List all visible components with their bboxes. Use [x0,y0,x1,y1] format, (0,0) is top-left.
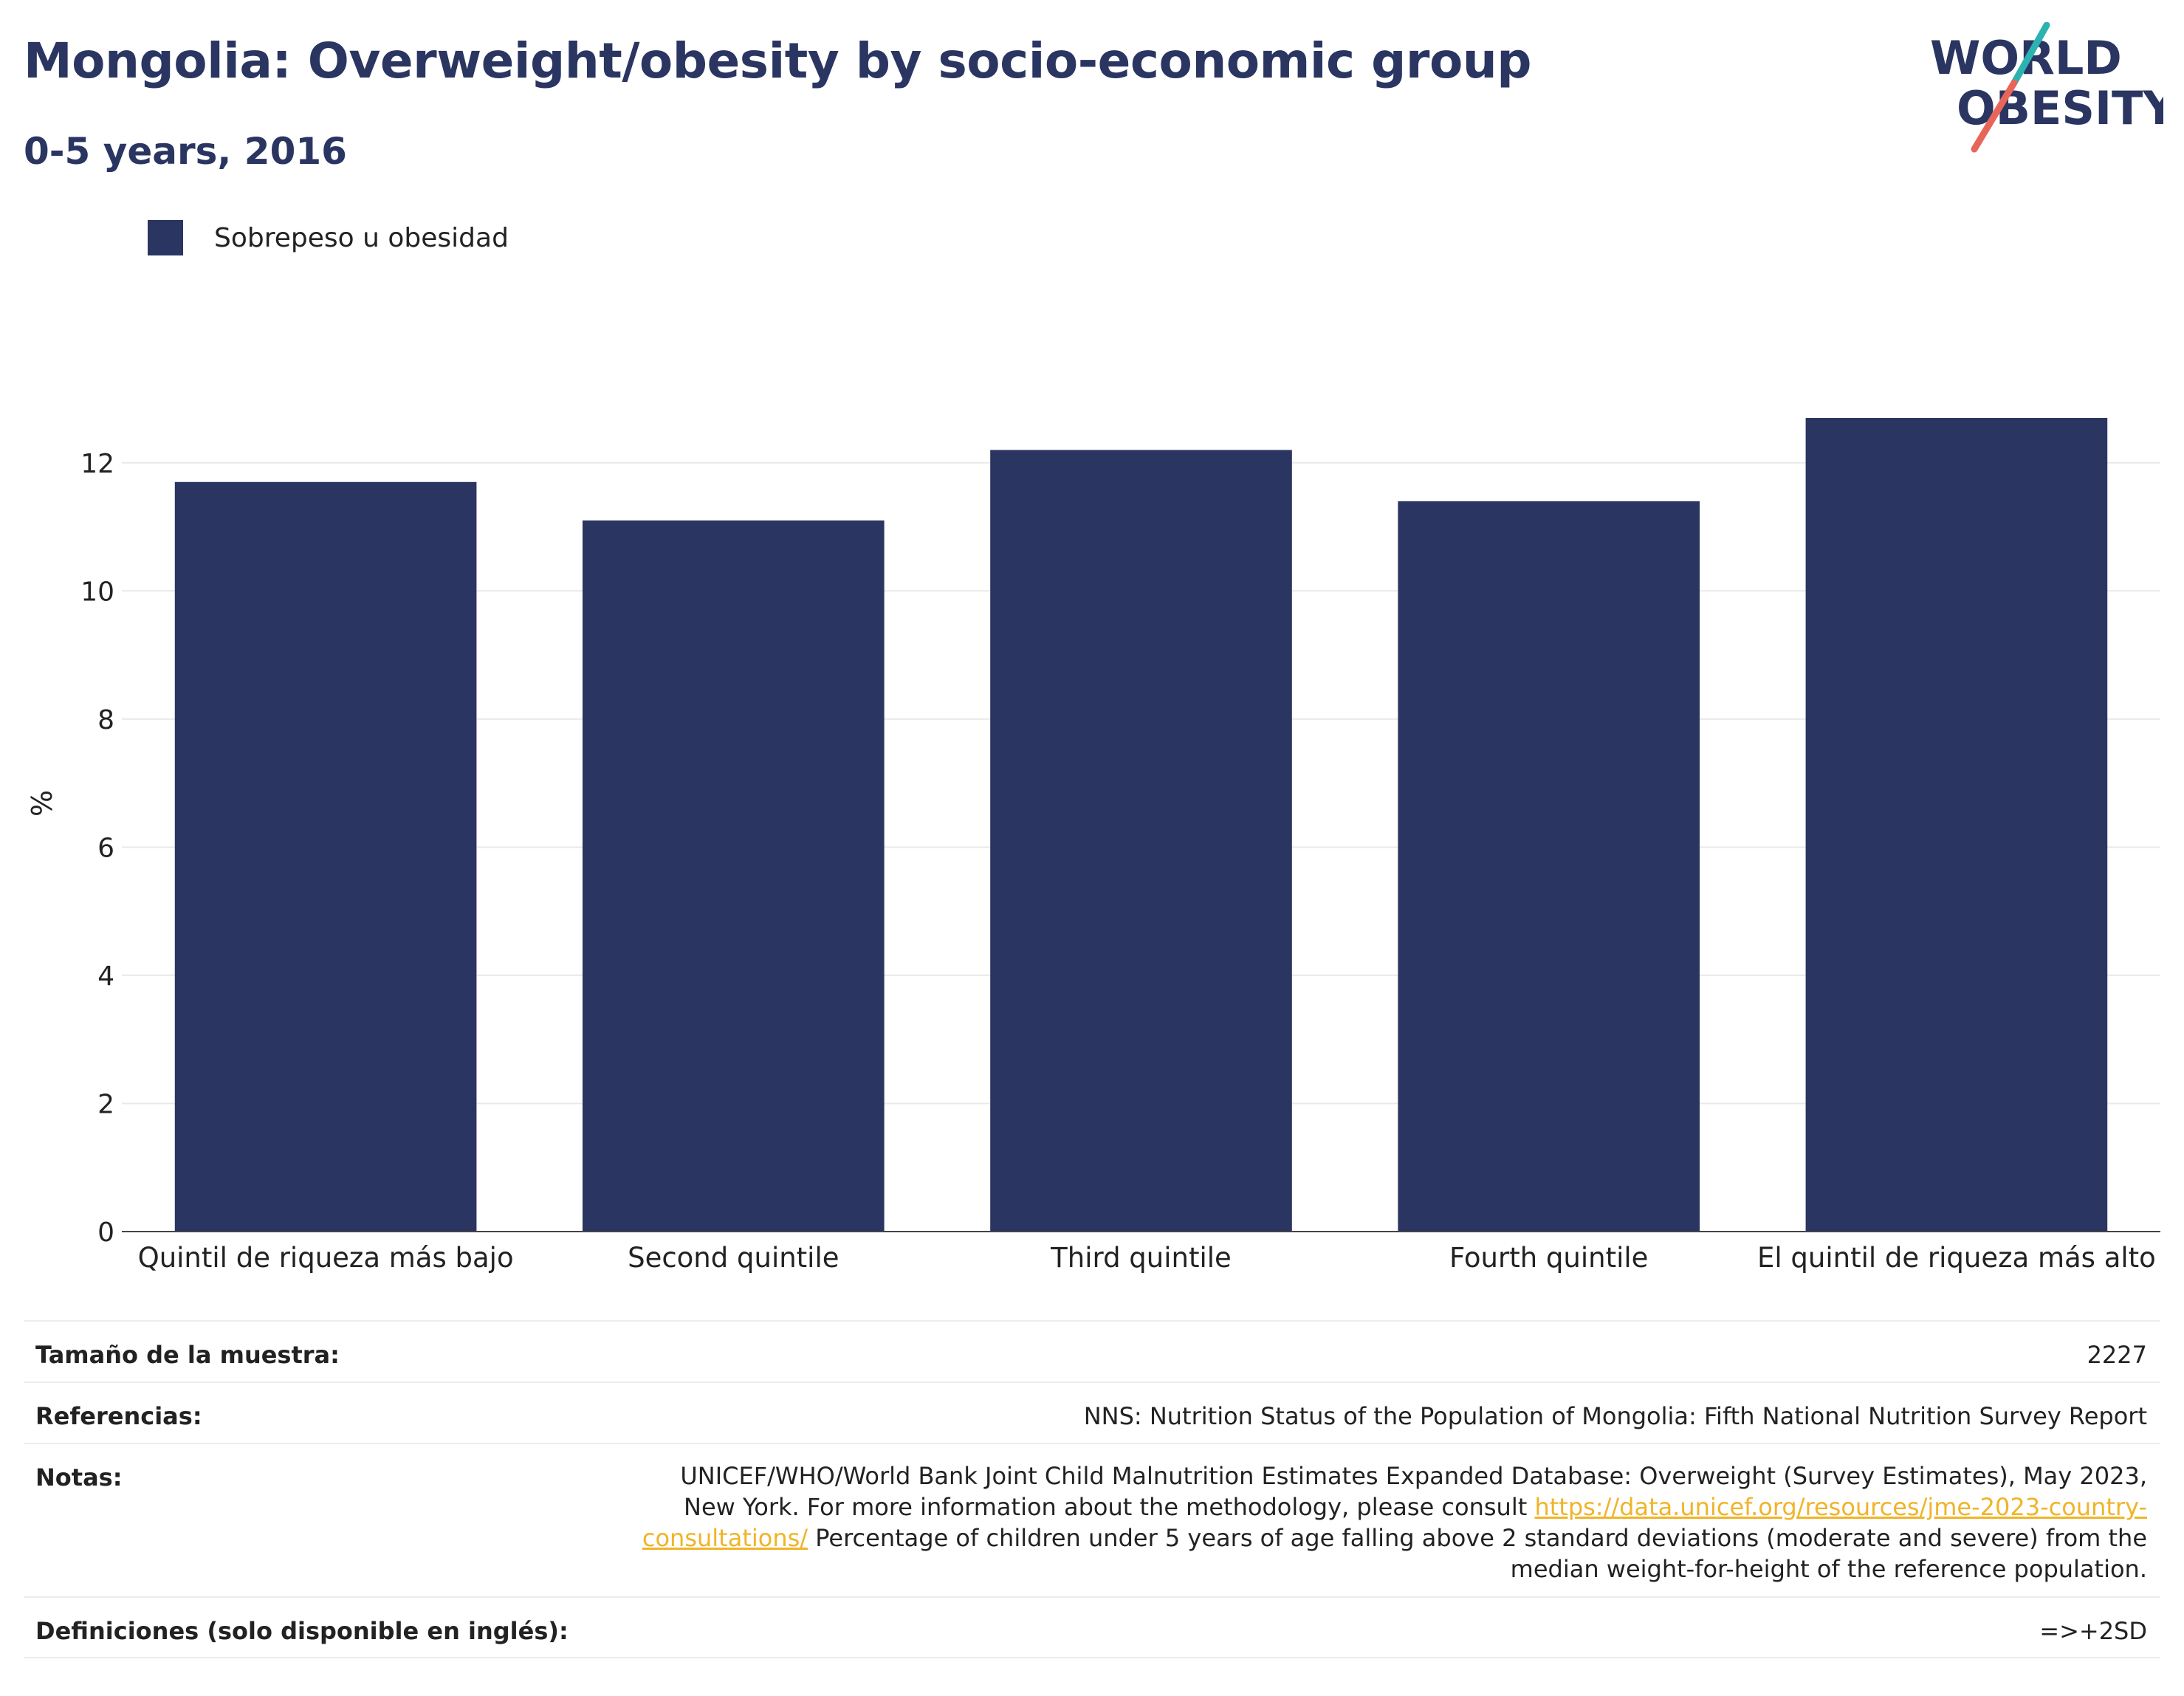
y-tick-label: 0 [97,1218,114,1248]
references-label: Referencias: [35,1402,202,1430]
sample-size-value: 2227 [2087,1341,2147,1369]
table-row-references: Referencias: NNS: Nutrition Status of th… [24,1381,2160,1443]
y-tick-label: 10 [80,577,114,607]
axes: 0 2 4 6 8 10 12 Quintil de riqueza más bajo Seco… [80,449,2160,1274]
notes-value: UNICEF/WHO/World Bank Joint Child Malnut… [641,1460,2147,1585]
y-tick-label: 6 [97,833,114,863]
notes-text-part2: Percentage of children under 5 years of … [808,1524,2147,1583]
notes-label: Notas: [35,1463,123,1491]
bar [1805,418,2108,1232]
logo-slash-top [2010,22,2050,86]
y-tick-label: 12 [80,449,114,479]
y-tick-label: 8 [97,705,114,735]
y-tick-label: 4 [97,961,114,992]
table-row-definitions: Definiciones (solo disponible en inglés)… [24,1596,2160,1658]
sample-size-label: Tamaño de la muestra: [35,1341,340,1369]
y-axis-label: % [26,790,58,817]
legend-label: Sobrepeso u obesidad [214,222,509,253]
definitions-value: =>+2SD [2039,1617,2147,1645]
bar [990,450,1292,1232]
y-tick-label: 2 [97,1089,114,1119]
x-tick-label: Quintil de riqueza más bajo [138,1242,514,1274]
x-tick-label: Second quintile [628,1242,839,1274]
bar [582,520,885,1232]
notes-link[interactable]: https://data.unicef.org/resources/jme-20… [642,1493,2147,1552]
bar [174,481,477,1232]
bars [174,418,2108,1232]
chart-subtitle: 0-5 years, 2016 [24,130,347,173]
chart-title: Mongolia: Overweight/obesity by socio-ec… [24,32,1532,89]
table-row-sample: Tamaño de la muestra: 2227 [24,1320,2160,1382]
bar [1398,501,1700,1232]
legend-swatch [148,220,183,255]
logo-slash-bottom [1971,79,2018,153]
notes-text-part1: UNICEF/WHO/World Bank Joint Child Malnut… [680,1462,2147,1521]
chart-legend: Sobrepeso u obesidad [148,220,509,255]
x-tick-label: El quintil de riqueza más alto [1757,1242,2156,1274]
references-value: NNS: Nutrition Status of the Population … [1083,1402,2147,1430]
table-bottom-border [24,1657,2160,1658]
definitions-label: Definiciones (solo disponible en inglés)… [35,1617,569,1645]
world-obesity-logo: WORLD OBESITY [1930,22,2163,153]
x-tick-label: Third quintile [1050,1242,1232,1274]
x-tick-label: Fourth quintile [1449,1242,1648,1274]
table-row-notes: Notas: UNICEF/WHO/World Bank Joint Child… [24,1443,2160,1597]
bar-chart: 0 2 4 6 8 10 12 Quintil de riqueza más bajo Seco… [26,418,2160,1274]
